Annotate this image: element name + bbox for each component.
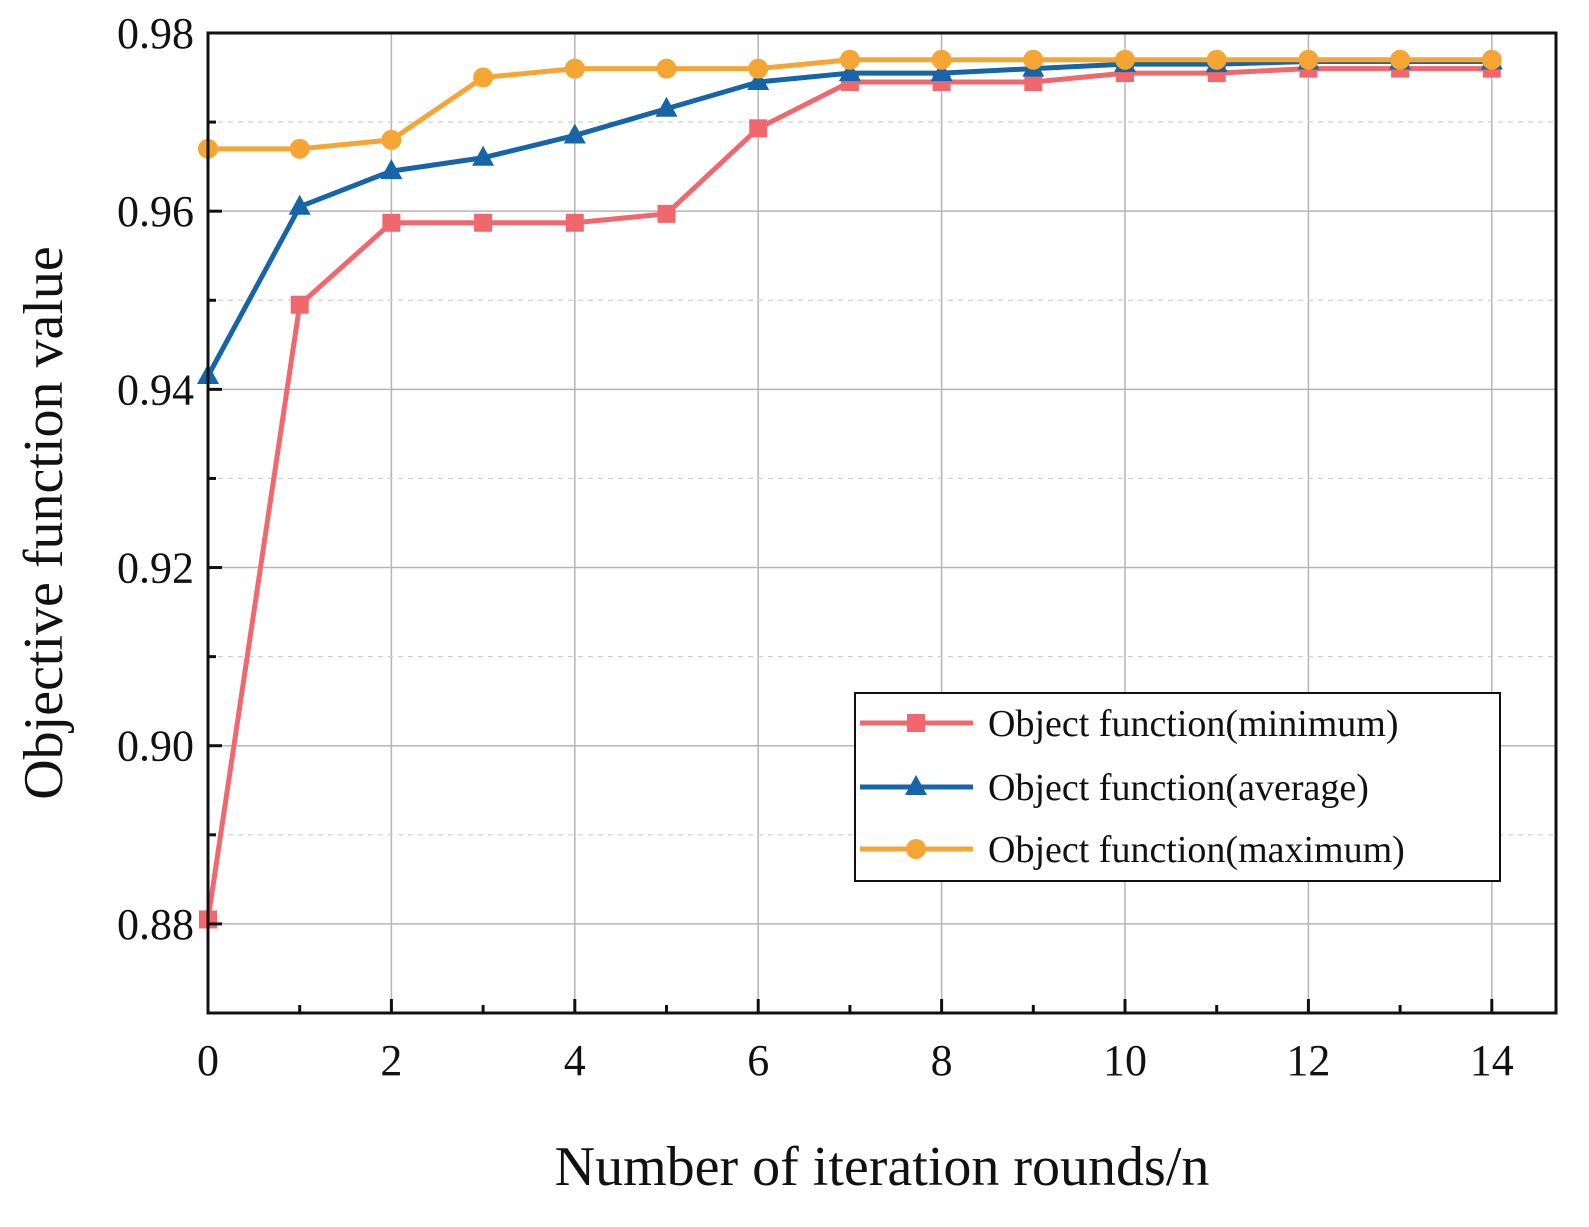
data-point: [1206, 49, 1227, 70]
data-point: [289, 138, 310, 159]
data-point: [931, 49, 952, 70]
data-point: [382, 213, 401, 232]
data-point: [657, 204, 676, 223]
x-tick-label: 4: [564, 1036, 586, 1085]
data-point: [838, 61, 861, 82]
data-point: [473, 67, 494, 88]
legend-marker: [905, 775, 927, 795]
data-point: [472, 145, 495, 166]
data-point: [1115, 49, 1136, 70]
x-tick-label: 14: [1470, 1036, 1514, 1085]
data-point: [288, 194, 311, 215]
data-point: [1481, 49, 1502, 70]
data-point: [563, 123, 586, 144]
data-point: [290, 295, 309, 314]
x-tick-label: 8: [931, 1036, 953, 1085]
x-tick-label: 12: [1286, 1036, 1330, 1085]
legend-item: Object function(average): [860, 767, 1369, 809]
x-tick-label: 2: [380, 1036, 402, 1085]
data-point: [381, 129, 402, 150]
legend-item: Object function(minimum): [860, 703, 1399, 745]
y-tick-label: 0.88: [117, 900, 194, 949]
y-tick-label: 0.90: [117, 722, 194, 771]
legend-item: Object function(maximum): [860, 829, 1405, 871]
data-point: [748, 58, 769, 79]
y-tick-label: 0.94: [117, 365, 194, 414]
y-tick-label: 0.96: [117, 187, 194, 236]
y-tick-label: 0.92: [117, 544, 194, 593]
data-point: [1024, 73, 1043, 91]
x-tick-label: 0: [197, 1036, 219, 1085]
x-tick-label: 10: [1103, 1036, 1147, 1085]
data-point: [839, 49, 860, 70]
data-point: [747, 70, 770, 90]
data-point: [380, 159, 403, 180]
axis-ticks: 0 2 4 6 8 10 12 14 0.88 0.90 0.92 0.94 0.96 0.98: [117, 9, 1514, 1085]
legend-label: Object function(minimum): [988, 703, 1399, 745]
data-point: [1298, 49, 1319, 70]
legend-label: Object function(average): [988, 767, 1369, 809]
series-line: [205, 59, 1492, 378]
x-axis-title: Number of iteration rounds/n: [555, 1136, 1210, 1198]
x-tick-label: 6: [747, 1036, 769, 1085]
series-circle: [198, 49, 1502, 159]
legend-marker: [907, 714, 925, 732]
data-point: [564, 58, 585, 79]
plot-frame: [206, 31, 1558, 1015]
data-point: [565, 213, 584, 232]
legend: Object function(minimum) Object function(…: [854, 692, 1501, 882]
data-point: [656, 58, 677, 79]
legend-marker: [906, 839, 926, 859]
legend-label: Object function(maximum): [988, 829, 1405, 871]
data-point: [1023, 49, 1044, 70]
y-axis-title: Objective function value: [13, 246, 75, 800]
y-tick-label: 0.98: [117, 9, 194, 58]
data-point: [474, 213, 493, 232]
series-layer: [197, 49, 1503, 929]
data-point: [749, 119, 768, 138]
data-point: [930, 61, 953, 82]
data-point: [1390, 49, 1411, 70]
data-point: [655, 96, 678, 117]
